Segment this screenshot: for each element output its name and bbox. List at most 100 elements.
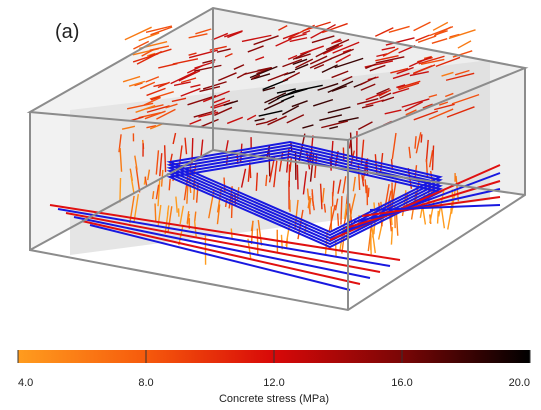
stress-stroke <box>175 196 178 213</box>
stress-stroke <box>288 33 307 40</box>
stress-stroke <box>171 97 187 103</box>
stress-stroke <box>190 84 201 88</box>
stress-stroke <box>315 44 340 58</box>
stress-stroke <box>382 47 399 57</box>
stress-stroke <box>309 135 314 163</box>
stress-stroke <box>146 105 170 113</box>
rebar-bar <box>81 220 361 285</box>
stress-stroke <box>147 169 151 181</box>
stress-stroke <box>313 63 325 70</box>
stress-stroke <box>218 72 237 82</box>
stress-stroke <box>194 61 215 69</box>
stress-stroke <box>413 110 439 121</box>
stress-stroke <box>168 178 171 191</box>
stress-stroke <box>121 125 136 130</box>
stress-stroke <box>136 50 162 65</box>
stress-stroke <box>317 82 339 91</box>
stress-stroke <box>341 75 353 82</box>
stress-stroke <box>381 46 396 51</box>
stress-stroke <box>275 38 292 47</box>
stress-stroke <box>331 70 349 79</box>
stress-stroke <box>287 54 298 60</box>
stress-stroke <box>412 64 436 75</box>
stress-stroke <box>290 142 293 151</box>
stress-stroke <box>212 97 226 104</box>
stress-stroke <box>223 100 239 107</box>
stress-stroke <box>243 66 273 76</box>
stress-stroke <box>263 100 284 111</box>
stress-stroke <box>163 145 167 173</box>
stress-stroke <box>367 187 370 198</box>
stress-stroke <box>255 172 259 191</box>
stress-stroke <box>321 120 348 129</box>
stress-stroke <box>250 220 254 245</box>
stress-stroke <box>155 184 160 200</box>
rebar-ring <box>166 152 443 246</box>
stress-stroke <box>267 117 278 123</box>
stress-stroke <box>390 226 394 245</box>
stress-stroke <box>258 110 283 117</box>
stress-stroke <box>395 212 399 236</box>
stress-stroke <box>135 104 156 113</box>
rebar-bar <box>361 196 501 217</box>
stress-stroke <box>149 91 174 100</box>
rebar-bar <box>353 188 501 223</box>
stress-stroke <box>409 70 429 77</box>
stress-stroke <box>360 83 376 91</box>
stress-stroke <box>302 171 307 195</box>
stress-stroke <box>384 184 390 210</box>
stress-stroke <box>319 183 323 210</box>
stress-stroke <box>170 70 197 85</box>
rebar-bar <box>329 164 501 241</box>
stress-stroke <box>374 154 378 174</box>
stress-stroke <box>302 21 331 32</box>
stress-stroke <box>214 106 233 116</box>
rebar-bar <box>49 204 401 261</box>
stress-stroke <box>292 58 308 66</box>
stress-stroke <box>335 53 351 64</box>
stress-stroke <box>257 219 263 246</box>
stress-stroke <box>388 25 410 33</box>
stress-stroke <box>451 93 480 105</box>
stress-stroke <box>319 114 343 121</box>
stress-stroke <box>199 118 219 128</box>
stress-stroke <box>295 53 311 60</box>
stress-stroke <box>452 50 473 58</box>
stress-stroke <box>334 239 337 257</box>
stress-stroke <box>444 92 454 98</box>
stress-stroke <box>428 150 434 168</box>
stress-stroke <box>342 48 352 53</box>
stress-stroke <box>390 67 409 74</box>
stress-stroke <box>434 103 455 111</box>
stress-stroke <box>343 203 348 220</box>
stress-stroke <box>227 30 243 39</box>
stress-stroke <box>188 52 197 56</box>
stress-stroke <box>422 103 433 109</box>
stress-stroke <box>408 146 412 159</box>
stress-stroke <box>124 26 152 41</box>
stress-stroke <box>391 132 397 160</box>
stress-stroke <box>302 124 314 129</box>
stress-stroke <box>418 55 445 65</box>
stress-stroke <box>130 175 135 194</box>
stress-stroke <box>250 73 271 81</box>
stress-stroke <box>179 205 185 225</box>
stress-stroke <box>155 150 160 175</box>
stress-stroke <box>172 58 199 65</box>
stress-stroke <box>165 103 178 109</box>
stress-stroke <box>153 82 168 88</box>
stress-stroke <box>401 98 430 108</box>
stress-stroke <box>256 68 269 75</box>
stress-stroke <box>365 90 388 101</box>
stress-stroke <box>241 34 272 43</box>
stress-stroke <box>180 77 197 84</box>
stress-stroke <box>369 64 386 72</box>
stress-stroke <box>195 28 212 35</box>
stress-stroke <box>291 100 308 108</box>
stress-stroke <box>247 45 264 53</box>
rebar-ring <box>166 140 443 234</box>
stress-stroke <box>441 71 454 77</box>
stress-stroke <box>280 95 295 103</box>
stress-stroke <box>314 154 318 178</box>
